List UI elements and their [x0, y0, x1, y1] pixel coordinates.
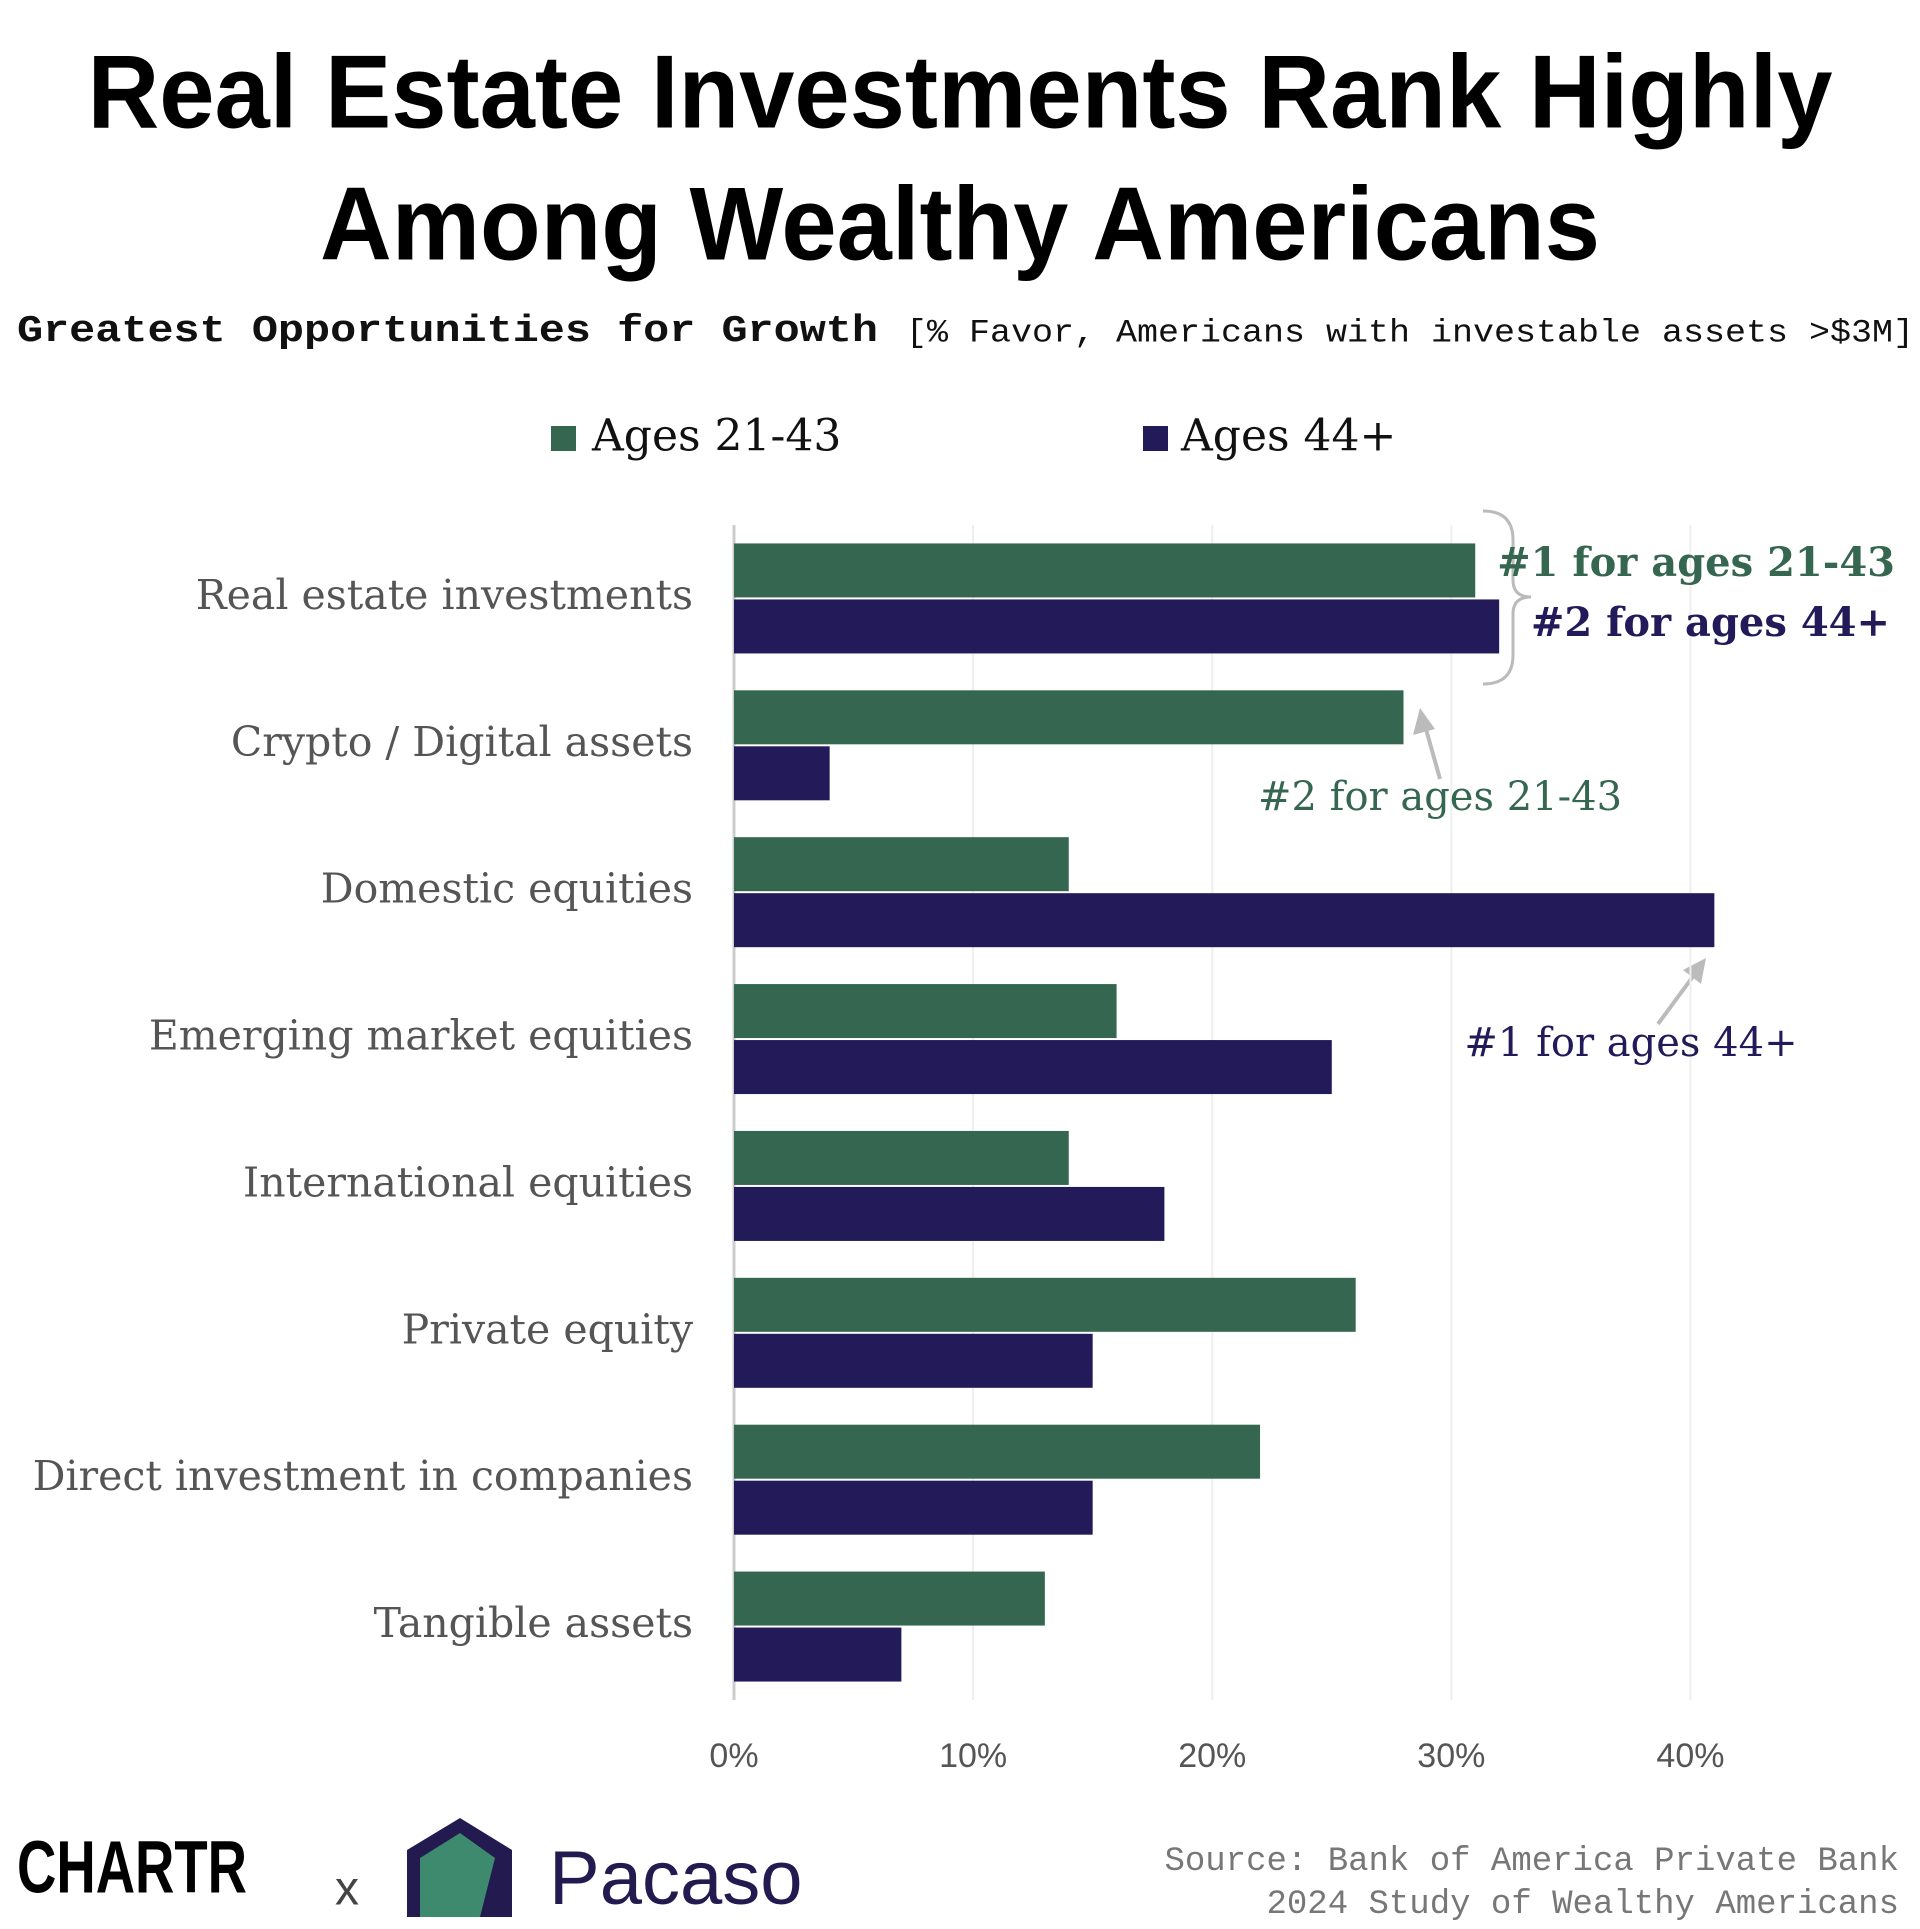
bar [734, 1130, 1069, 1185]
annotation-arrowhead [1683, 958, 1706, 984]
y-tick-label: Real estate investments [196, 571, 693, 619]
bar [734, 837, 1069, 892]
annotation-brace [1482, 509, 1532, 686]
annotation: #2 for ages 21-43 [1258, 774, 1622, 820]
legend-swatch [551, 426, 576, 451]
bar [734, 1333, 1093, 1388]
brand-separator: x [335, 1863, 359, 1916]
annotation: #2 for ages 44+ [1531, 599, 1890, 646]
annotation: #1 for ages 21-43 [1497, 539, 1895, 586]
y-tick-label: Emerging market equities [149, 1012, 693, 1060]
subtitle: Greatest Opportunities for Growth [17, 310, 878, 353]
bar [734, 1040, 1332, 1095]
source: 2024 Study of Wealthy Americans [1266, 1886, 1899, 1924]
bar [734, 893, 1715, 948]
x-tick-label: 40% [1656, 1737, 1724, 1775]
y-tick-label: International equities [243, 1158, 693, 1206]
annotation-arrow [1422, 721, 1442, 780]
chart-title: Among Wealthy Americans [320, 166, 1600, 282]
brand-pacaso: Pacaso [549, 1836, 803, 1921]
source: Source: Bank of America Private Bank [1164, 1843, 1899, 1881]
pacaso-logo [407, 1818, 512, 1917]
bar [734, 690, 1404, 745]
chart-title: Real Estate Investments Rank Highly [88, 34, 1833, 150]
x-tick-label: 10% [939, 1737, 1007, 1775]
y-tick-label: Direct investment in companies [33, 1452, 693, 1500]
legend-label: Ages 21-43 [591, 411, 841, 462]
y-tick-label: Private equity [402, 1305, 694, 1353]
y-tick-label: Domestic equities [321, 865, 693, 913]
brand-chartr: CHARTR [17, 1826, 247, 1909]
x-tick-label: 0% [709, 1737, 758, 1775]
annotation: #1 for ages 44+ [1464, 1020, 1797, 1066]
bar [734, 746, 830, 801]
bar [734, 1571, 1045, 1626]
annotation-arrowhead [1413, 708, 1435, 735]
legend-label: Ages 44+ [1180, 411, 1396, 462]
bar [734, 599, 1500, 654]
bar [734, 543, 1476, 598]
x-tick-label: 30% [1417, 1737, 1485, 1775]
legend-swatch [1143, 426, 1168, 451]
bar [734, 1480, 1093, 1535]
y-tick-label: Crypto / Digital assets [231, 718, 693, 766]
bar [734, 984, 1117, 1039]
subtitle-note: [% Favor, Americans with investable asse… [906, 314, 1914, 351]
bar [734, 1627, 902, 1682]
x-tick-label: 20% [1178, 1737, 1246, 1775]
bar [734, 1424, 1261, 1479]
y-tick-label: Tangible assets [374, 1599, 693, 1647]
bar [734, 1277, 1356, 1332]
bar [734, 1186, 1165, 1241]
